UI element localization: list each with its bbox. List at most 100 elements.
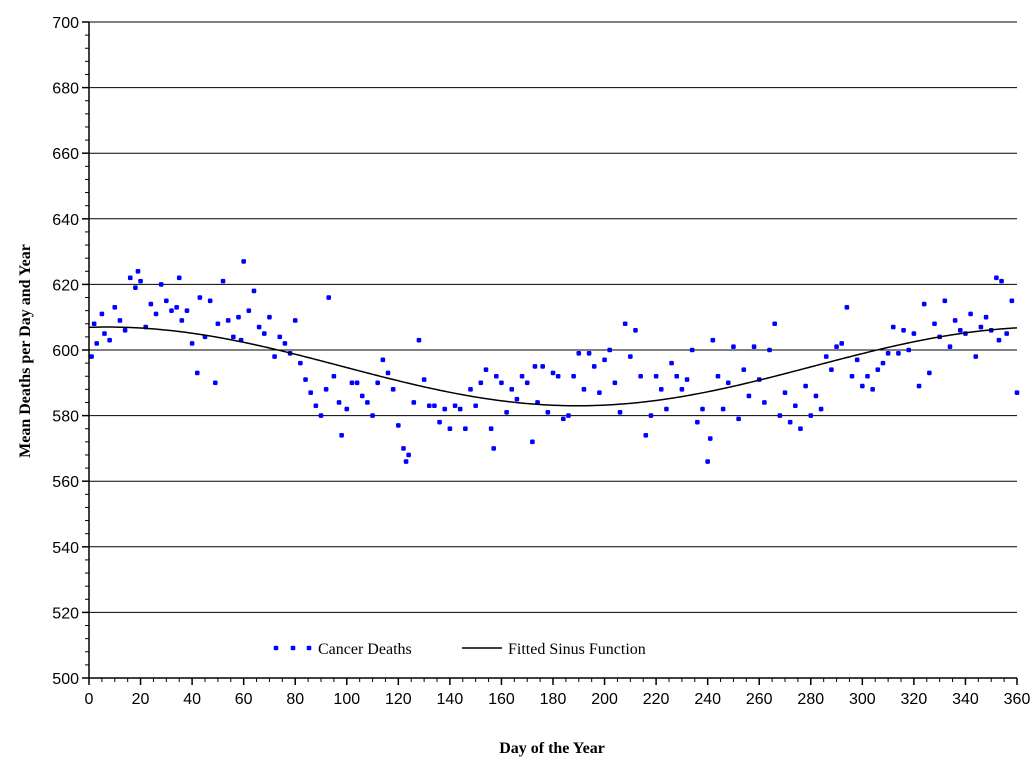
data-point xyxy=(865,373,870,379)
data-point xyxy=(1004,331,1009,336)
data-point xyxy=(777,413,783,418)
x-tick-label: 340 xyxy=(952,691,979,708)
legend-dot xyxy=(290,645,296,651)
data-point xyxy=(870,387,875,392)
data-point xyxy=(169,308,174,313)
data-point xyxy=(638,373,643,379)
x-tick-label: 20 xyxy=(132,691,150,708)
data-point xyxy=(736,416,741,422)
data-point xyxy=(390,387,396,392)
data-point xyxy=(365,400,370,405)
data-point xyxy=(207,298,213,304)
data-point xyxy=(197,295,203,300)
data-point xyxy=(607,347,613,353)
data-point xyxy=(524,380,530,386)
data-point xyxy=(488,426,494,432)
data-point xyxy=(707,436,713,441)
fitted-sinus-line xyxy=(88,326,1018,407)
y-tick-label: 660 xyxy=(52,146,79,163)
data-point xyxy=(885,350,891,356)
data-point xyxy=(968,311,973,317)
data-point xyxy=(942,298,948,304)
legend-label-cancer-deaths: Cancer Deaths xyxy=(318,641,412,658)
data-point xyxy=(787,419,793,425)
data-point xyxy=(622,321,628,327)
data-point xyxy=(396,423,401,428)
x-tick-label: 0 xyxy=(85,691,94,708)
data-point xyxy=(437,419,442,425)
x-tick-label: 240 xyxy=(694,691,721,708)
data-point xyxy=(354,380,360,386)
data-point xyxy=(695,419,700,425)
data-point xyxy=(174,305,179,310)
data-point xyxy=(952,318,958,323)
data-point xyxy=(932,321,937,327)
data-point xyxy=(133,285,138,290)
data-point xyxy=(576,350,582,356)
data-point xyxy=(999,278,1004,284)
data-point xyxy=(916,383,922,389)
data-point xyxy=(308,390,313,395)
y-tick-label: 620 xyxy=(52,277,79,294)
data-point xyxy=(323,387,329,392)
legend-dot xyxy=(306,645,312,651)
x-axis-title: Day of the Year xyxy=(499,740,605,757)
data-point xyxy=(725,380,731,386)
data-point xyxy=(669,360,674,366)
data-point xyxy=(973,354,979,359)
data-point xyxy=(231,334,236,340)
x-tick-label: 200 xyxy=(591,691,618,708)
data-point xyxy=(741,367,747,372)
data-point xyxy=(339,432,344,438)
data-point xyxy=(566,413,571,418)
data-point xyxy=(292,318,298,323)
data-point xyxy=(782,390,788,395)
data-point xyxy=(798,426,803,432)
data-point xyxy=(674,373,680,379)
data-point xyxy=(298,360,303,366)
data-point xyxy=(176,275,182,281)
data-point xyxy=(921,301,927,307)
x-tick-label: 180 xyxy=(540,691,567,708)
y-tick-label: 560 xyxy=(52,474,79,491)
data-point xyxy=(823,354,829,359)
data-point xyxy=(277,334,283,340)
axes xyxy=(82,21,1018,685)
data-point xyxy=(793,403,798,409)
data-point xyxy=(246,308,252,313)
data-point xyxy=(633,328,638,333)
data-point xyxy=(762,400,767,405)
data-point xyxy=(267,314,272,320)
data-point xyxy=(282,341,288,346)
y-tick-labels: 500 520 540 560 580 600 620 640 660 680 700 xyxy=(52,15,79,688)
x-tick-label: 300 xyxy=(849,691,876,708)
data-point xyxy=(689,347,695,353)
data-point xyxy=(483,367,489,372)
cancer-deaths-points xyxy=(89,259,1020,464)
data-point xyxy=(380,357,386,363)
data-point xyxy=(540,364,545,369)
data-point xyxy=(772,321,777,327)
data-point xyxy=(326,295,332,300)
y-tick-label: 580 xyxy=(52,409,79,426)
data-point xyxy=(519,373,525,379)
data-point xyxy=(896,350,901,356)
data-point xyxy=(715,373,721,379)
data-point xyxy=(957,328,963,333)
data-point xyxy=(442,406,448,412)
data-point xyxy=(220,278,226,284)
data-point xyxy=(107,337,112,343)
data-point xyxy=(421,377,427,382)
data-point xyxy=(370,413,375,418)
data-point xyxy=(241,259,246,264)
data-point xyxy=(545,410,551,415)
data-point xyxy=(591,364,597,369)
data-point xyxy=(138,278,143,284)
x-tick-label: 120 xyxy=(385,691,412,708)
data-point xyxy=(184,308,190,313)
data-point xyxy=(344,406,350,412)
data-point xyxy=(994,275,999,281)
legend-dot xyxy=(273,645,279,651)
y-tick-label: 640 xyxy=(52,212,79,229)
data-point xyxy=(112,305,118,310)
